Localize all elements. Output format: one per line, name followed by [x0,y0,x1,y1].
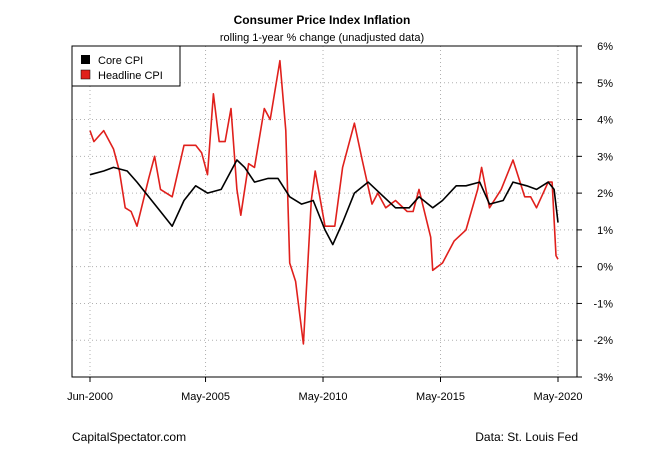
x-axis: Jun-2000 May-2005 May-2010 May-2015 May-2020 [67,377,582,403]
y-axis: 6% 5% 4% 3% 2% 1% 0% -1% -2% -3% [577,41,613,384]
y-tick-label: -1% [593,298,613,310]
x-tick-label: May-2020 [534,391,583,403]
y-tick-label: 1% [597,225,613,237]
y-tick-label: 2% [597,188,613,200]
y-tick-label: 5% [597,78,613,90]
footer-credit: CapitalSpectator.com [72,430,187,444]
chart-subtitle: rolling 1-year % change (unadjusted data… [220,32,424,44]
y-tick-label: 4% [597,115,613,127]
plot-frame [71,45,578,378]
y-tick-label: -3% [593,372,613,384]
y-tick-label: 6% [597,41,613,53]
series-line-headline-cpi [89,59,559,345]
legend-swatch-headline [80,69,91,80]
y-tick-label: 3% [597,151,613,163]
legend-label-core: Core CPI [98,55,143,67]
series-layer [89,59,559,345]
chart: Consumer Price Index Inflation rolling 1… [67,13,613,403]
legend-box [71,45,181,87]
grid [72,45,577,378]
x-tick-label: May-2015 [416,391,465,403]
y-tick-label: -2% [593,335,613,347]
legend-label-headline: Headline CPI [98,70,163,82]
chart-title: Consumer Price Index Inflation [234,13,411,27]
x-tick-label: May-2010 [299,391,348,403]
series-line-core-cpi [89,159,559,246]
legend-swatch-core [81,55,90,64]
x-tick-label: May-2005 [181,391,230,403]
x-tick-label: Jun-2000 [67,391,113,403]
legend: Core CPI Headline CPI [71,45,181,87]
footer-source: Data: St. Louis Fed [475,430,578,444]
y-tick-label: 0% [597,262,613,274]
